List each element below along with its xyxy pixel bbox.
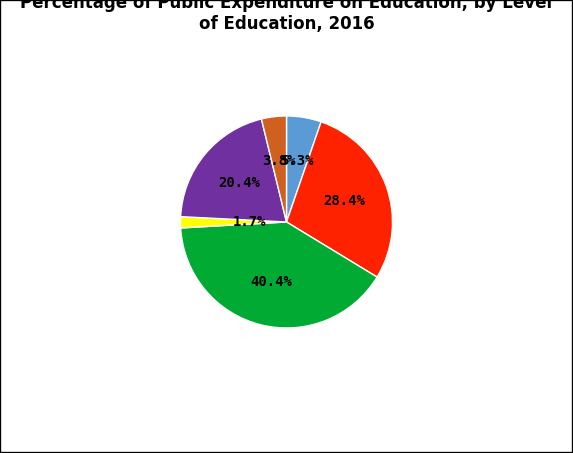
Wedge shape	[180, 217, 286, 228]
Wedge shape	[261, 116, 286, 222]
Text: 3.8%: 3.8%	[262, 154, 296, 168]
Text: 1.7%: 1.7%	[233, 215, 266, 229]
Text: 5.3%: 5.3%	[280, 154, 313, 169]
Title: Percentage of Public Expenditure on Education, by Level
of Education, 2016: Percentage of Public Expenditure on Educ…	[21, 0, 552, 33]
Text: 20.4%: 20.4%	[218, 176, 260, 190]
Text: 28.4%: 28.4%	[323, 194, 365, 208]
Wedge shape	[286, 116, 321, 222]
Text: 40.4%: 40.4%	[250, 275, 293, 289]
Wedge shape	[286, 122, 393, 277]
Wedge shape	[180, 119, 286, 222]
Wedge shape	[180, 222, 377, 328]
